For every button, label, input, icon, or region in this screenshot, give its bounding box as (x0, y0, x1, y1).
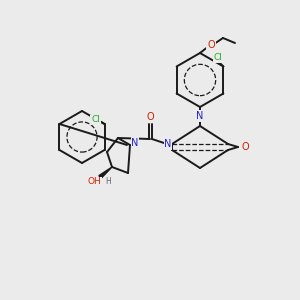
Text: O: O (146, 112, 154, 122)
Text: O: O (207, 40, 215, 50)
Text: H: H (105, 178, 111, 187)
Text: Cl: Cl (91, 116, 100, 124)
Text: Cl: Cl (214, 53, 223, 62)
Text: N: N (164, 139, 172, 149)
Polygon shape (99, 167, 112, 178)
Text: N: N (196, 111, 204, 121)
Text: O: O (241, 142, 249, 152)
Text: N: N (131, 138, 139, 148)
Text: OH: OH (87, 178, 101, 187)
